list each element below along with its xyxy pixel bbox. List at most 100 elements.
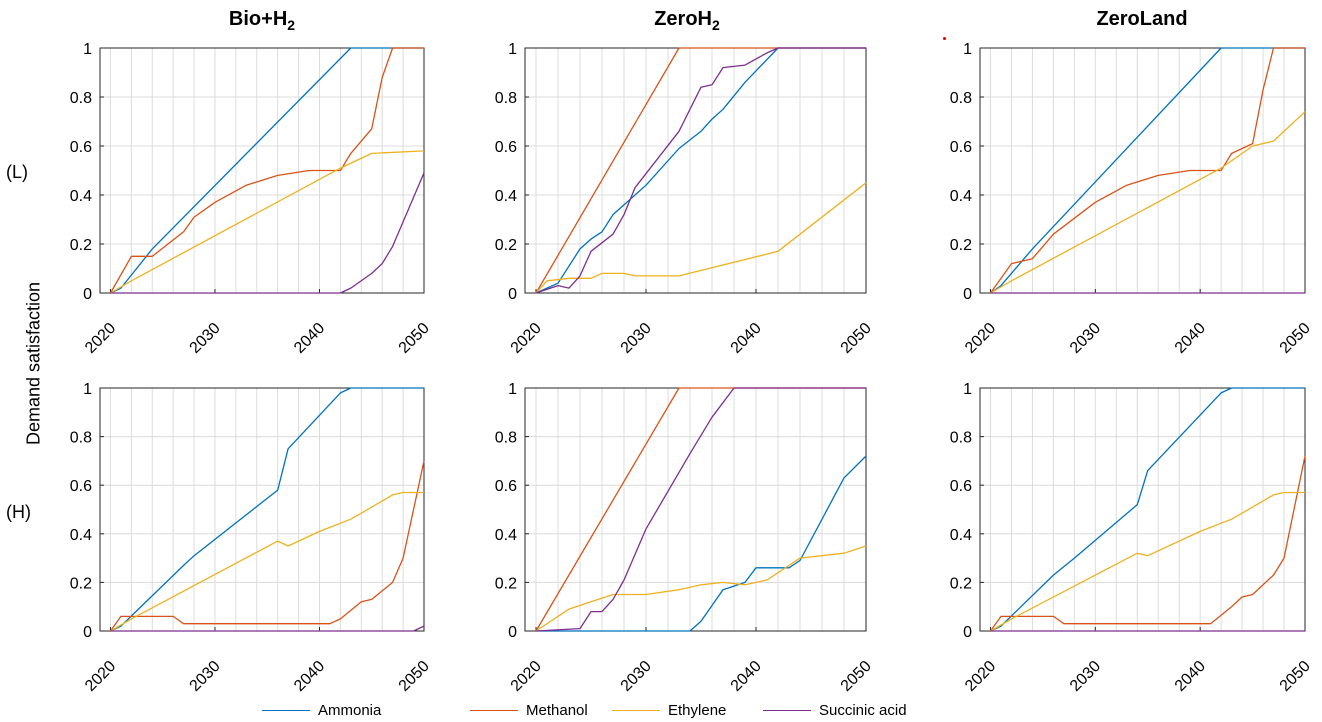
- legend-swatch-ethylene: [612, 710, 660, 711]
- x-tick-label: 2020: [508, 320, 545, 357]
- y-tick-label: 0.2: [70, 575, 92, 592]
- x-tick-label: 2020: [508, 658, 545, 695]
- y-tick-label: 1: [508, 41, 517, 58]
- panel-h-zeroland: 0 0.2 0.4 0.6 0.8 1 2020 2030 2040 2050: [950, 381, 1314, 695]
- y-tick-label: 0.2: [950, 237, 972, 254]
- y-tick-label: 0.8: [495, 430, 517, 447]
- x-tick-label: 2040: [728, 320, 765, 357]
- x-tick-label: 2030: [618, 320, 655, 357]
- series-line-ethylene: [110, 491, 424, 632]
- y-tick-label: 0.6: [70, 478, 92, 495]
- series-line-ammonia: [990, 47, 1305, 294]
- y-tick-label: 0.2: [950, 575, 972, 592]
- x-tick-label: 2040: [291, 658, 328, 695]
- y-axis-label: Demand satisfaction: [23, 281, 44, 446]
- series-line-succinic-acid: [110, 172, 425, 294]
- series-line-ethylene: [535, 545, 867, 632]
- legend-label-methanol: Methanol: [526, 702, 588, 719]
- x-tick-label: 2020: [82, 658, 119, 695]
- legend-label-ethylene: Ethylene: [668, 702, 727, 719]
- panel-l-zeroh2: 0 0.2 0.4 0.6 0.8 1 2020 2030 2040 2050: [495, 41, 875, 357]
- x-tick-label: 2020: [962, 658, 999, 695]
- plot-area: [100, 388, 424, 631]
- y-tick-label: 0.6: [70, 139, 92, 156]
- legend-swatch-succinic-acid: [763, 710, 811, 711]
- legend-swatch-methanol: [470, 710, 518, 711]
- x-tick-label: 2030: [1067, 658, 1104, 695]
- x-tick-label: 2050: [838, 658, 875, 695]
- y-tick-label: 0.6: [495, 139, 517, 156]
- plot-area: [100, 48, 424, 293]
- y-tick-label: 0.4: [70, 527, 92, 544]
- panel-l-bio-h2: 0 0.2 0.4 0.6 0.8 1 2020 2030 2040 2050: [70, 41, 433, 357]
- x-tick-label: 2050: [396, 658, 433, 695]
- red-dot-marker: [943, 37, 946, 40]
- series-line-ammonia: [536, 455, 867, 632]
- col-title-zero-h2: ZeroH2: [654, 8, 720, 33]
- y-tick-label: 0.4: [495, 527, 517, 544]
- series-line-ammonia: [990, 387, 1305, 632]
- x-tick-label: 2030: [1067, 320, 1104, 357]
- x-tick-label: 2020: [82, 320, 119, 357]
- figure-canvas: 0 0.2 0.4 0.6 0.8 1 2020 2030 2040 2050 0 0.2 0.4 0.6…: [70, 41, 1314, 695]
- legend-label-succinic-acid: Succinic acid: [819, 702, 907, 719]
- x-tick-label: 2030: [618, 658, 655, 695]
- series-line-ammonia: [535, 47, 866, 294]
- plot-area: [525, 388, 866, 631]
- series-line-succinic-acid: [110, 625, 425, 632]
- y-tick-label: 0.6: [950, 139, 972, 156]
- y-tick-label: 1: [83, 381, 92, 398]
- plot-area: [980, 48, 1305, 293]
- legend: Ammonia Methanol Ethylene Succinic acid: [0, 702, 1322, 722]
- y-tick-label: 1: [83, 41, 92, 58]
- y-tick-label: 0.8: [950, 430, 972, 447]
- legend-swatch-ammonia: [262, 710, 310, 711]
- y-tick-label: 0: [83, 286, 92, 303]
- x-tick-label: 2050: [838, 320, 875, 357]
- series-line-ammonia: [110, 47, 424, 294]
- y-tick-label: 1: [963, 41, 972, 58]
- x-tick-label: 2050: [396, 320, 433, 357]
- y-tick-label: 0.8: [70, 430, 92, 447]
- y-tick-label: 0.6: [950, 478, 972, 495]
- x-tick-label: 2050: [1277, 320, 1314, 357]
- series-line-ammonia: [110, 387, 424, 632]
- y-tick-label: 0: [83, 624, 92, 641]
- series-line-methanol: [989, 47, 1305, 294]
- plot-area: [980, 388, 1305, 631]
- plot-area: [525, 48, 866, 293]
- legend-item-ethylene: Ethylene: [612, 702, 726, 719]
- legend-item-methanol: Methanol: [470, 702, 588, 719]
- panel-h-zeroh2: 0 0.2 0.4 0.6 0.8 1 2020 2030 2040 2050: [495, 381, 875, 695]
- series-line-methanol: [109, 47, 424, 294]
- x-tick-label: 2040: [1172, 320, 1209, 357]
- y-tick-label: 0.2: [495, 575, 517, 592]
- legend-item-ammonia: Ammonia: [262, 702, 381, 719]
- legend-item-succinic-acid: Succinic acid: [763, 702, 907, 719]
- y-tick-label: 0.6: [495, 478, 517, 495]
- series-line-ethylene: [110, 150, 425, 294]
- series-line-ethylene: [990, 491, 1305, 632]
- row-label-l: (L): [6, 162, 28, 182]
- series-line-succinic-acid: [535, 47, 866, 294]
- y-tick-label: 0.4: [495, 188, 517, 205]
- y-tick-label: 0: [508, 286, 517, 303]
- row-label-h: (H): [6, 502, 31, 522]
- panel-l-zeroland: 0 0.2 0.4 0.6 0.8 1 2020 2030 2040 2050: [950, 41, 1314, 357]
- x-tick-label: 2020: [962, 320, 999, 357]
- y-tick-label: 0: [508, 624, 517, 641]
- y-tick-label: 0.4: [950, 188, 972, 205]
- series-line-ethylene: [990, 111, 1306, 294]
- y-tick-label: 0.4: [950, 527, 972, 544]
- legend-label-ammonia: Ammonia: [318, 702, 382, 719]
- x-tick-label: 2040: [728, 658, 765, 695]
- x-tick-label: 2030: [187, 658, 224, 695]
- col-title-bio-h2: Bio+H2: [228, 8, 296, 33]
- series-line-methanol: [109, 460, 425, 632]
- y-tick-label: 0.8: [70, 90, 92, 107]
- y-tick-label: 0.2: [495, 237, 517, 254]
- series-line-methanol: [989, 455, 1306, 632]
- series-line-ethylene: [535, 182, 867, 294]
- x-tick-label: 2040: [1172, 658, 1209, 695]
- y-tick-label: 0.8: [950, 90, 972, 107]
